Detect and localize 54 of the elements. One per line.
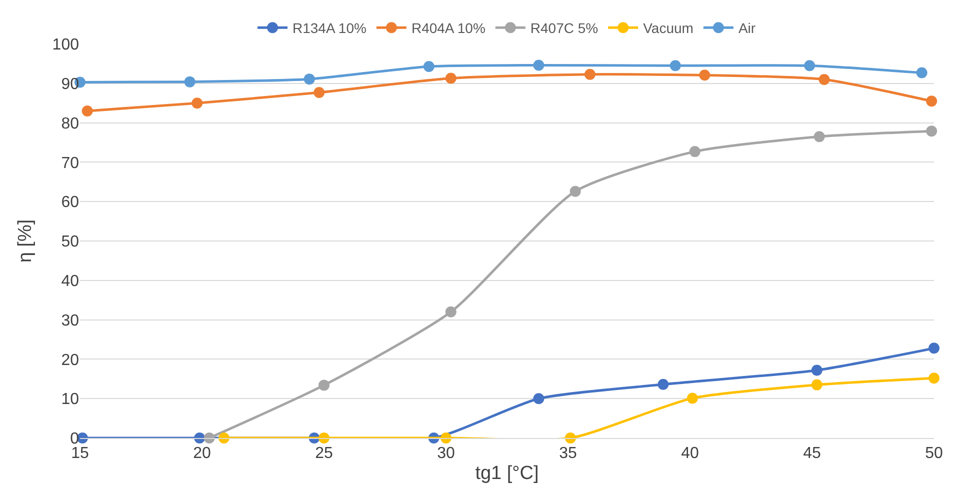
x-tick-label: 30: [437, 445, 455, 462]
point: [670, 60, 681, 72]
point: [304, 74, 315, 85]
legend-label: R404A 10%: [411, 20, 486, 36]
point: [699, 70, 710, 81]
point: [916, 67, 928, 78]
legend-label: R407C 5%: [530, 20, 598, 36]
y-tick-label: 90: [61, 76, 80, 93]
point: [445, 72, 456, 84]
point: [533, 393, 544, 404]
legend-label: R134A 10%: [292, 20, 366, 36]
y-tick-label: 70: [61, 154, 80, 172]
point: [928, 372, 940, 384]
y-tick-label: 10: [61, 391, 80, 408]
x-tick-label: 20: [193, 445, 211, 462]
x-axis-title: tg1 [°C]: [475, 463, 539, 484]
point: [811, 379, 822, 390]
point: [314, 86, 325, 98]
point: [926, 96, 938, 107]
y-tick-label: 0: [70, 430, 80, 448]
point: [926, 126, 938, 137]
point: [533, 60, 544, 71]
x-tick-label: 35: [559, 445, 577, 462]
legend-label: Air: [738, 20, 756, 36]
point: [423, 60, 434, 72]
point: [318, 380, 330, 391]
legend-label: Vacuum: [643, 20, 694, 36]
x-tick-label: 50: [925, 445, 943, 462]
y-tick-label: 50: [61, 234, 80, 251]
x-tick-label: 40: [681, 445, 699, 462]
point: [658, 378, 669, 390]
y-tick-label: 80: [61, 115, 80, 132]
y-tick-label: 30: [61, 312, 80, 330]
y-tick-label: 20: [61, 352, 80, 369]
x-tick-label: 45: [803, 445, 821, 462]
y-axis-title: η [%]: [15, 219, 36, 263]
point: [82, 105, 93, 116]
point: [686, 392, 698, 404]
point: [570, 186, 581, 197]
y-tick-label: 60: [61, 194, 80, 212]
y-tick-label: 40: [61, 273, 80, 290]
point: [689, 146, 700, 158]
point: [804, 60, 816, 72]
point: [445, 306, 456, 318]
point: [184, 76, 196, 88]
x-tick-label: 15: [71, 445, 89, 462]
x-tick-label: 25: [315, 445, 333, 462]
y-tick-label: 100: [52, 36, 80, 54]
point: [811, 364, 822, 376]
point: [814, 131, 825, 142]
point: [818, 74, 830, 85]
point: [584, 68, 596, 80]
point: [928, 342, 940, 354]
point: [192, 98, 203, 109]
